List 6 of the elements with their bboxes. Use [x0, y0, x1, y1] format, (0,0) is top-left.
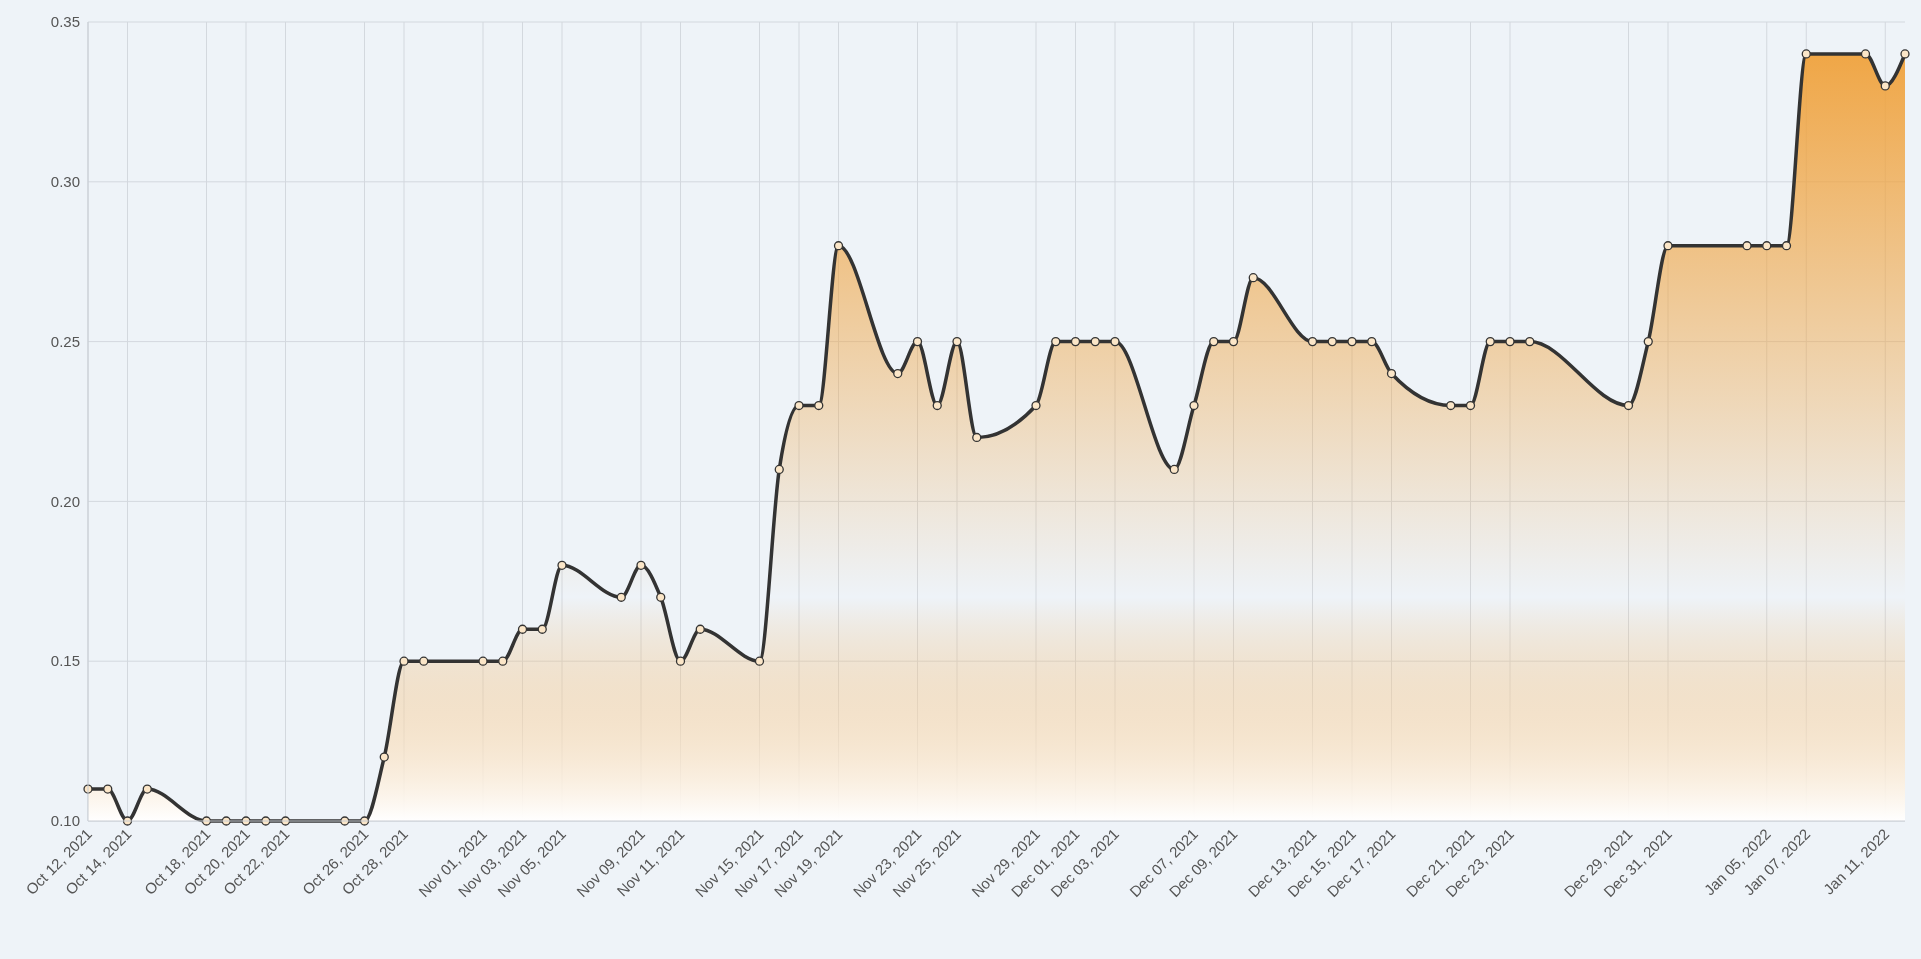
- y-tick-label: 0.35: [50, 13, 80, 31]
- y-tick-label: 0.20: [50, 492, 80, 510]
- y-tick-label: 0.25: [50, 332, 80, 350]
- y-tick-label: 0.15: [50, 652, 80, 670]
- y-tick-label: 0.10: [50, 812, 80, 830]
- y-tick-label: 0.30: [50, 173, 80, 191]
